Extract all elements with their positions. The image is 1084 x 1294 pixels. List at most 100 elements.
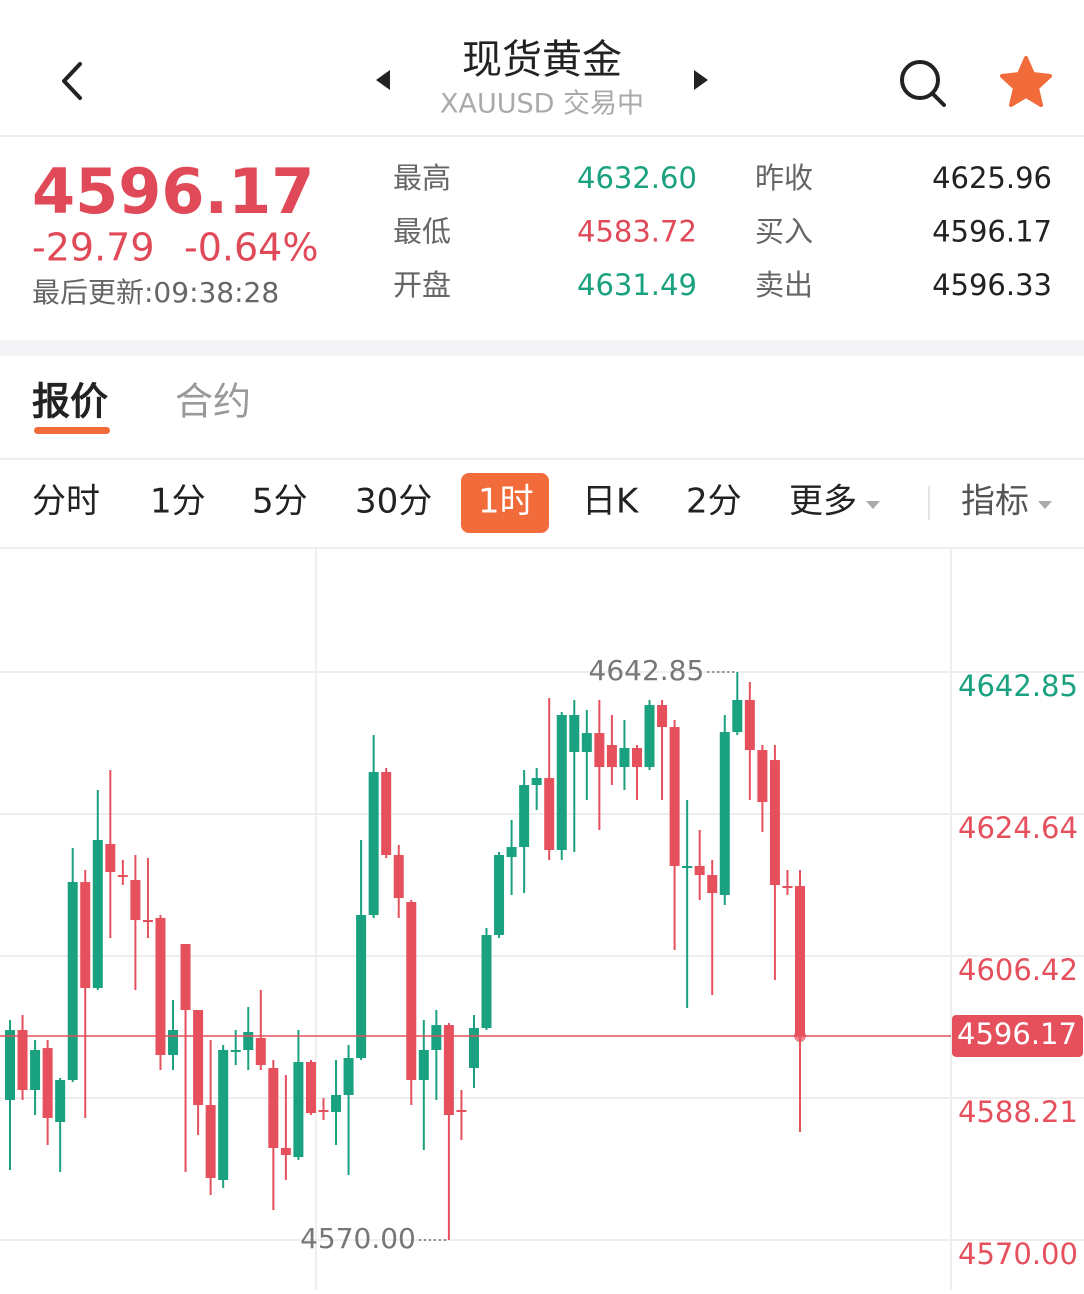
candle-body — [155, 917, 166, 1055]
period[interactable]: 1分 — [150, 482, 206, 522]
stat-value: 4596.33 — [932, 268, 1052, 302]
stat-label: 最低 — [393, 215, 451, 249]
candle-body — [744, 699, 755, 751]
candle-body — [243, 1031, 254, 1050]
candle-body — [732, 699, 743, 733]
period-active-bg — [461, 473, 549, 533]
period-active[interactable]: 1时 — [478, 482, 534, 522]
candle-body — [694, 865, 705, 876]
y-tick-label: 4588.21 — [958, 1095, 1078, 1129]
period[interactable]: 日K — [582, 482, 640, 522]
candle-body — [142, 920, 153, 923]
candle-body — [769, 760, 780, 886]
candle-body — [55, 1080, 66, 1123]
candle-body — [443, 1025, 454, 1116]
candle-body — [5, 1030, 15, 1100]
candle-body — [180, 944, 191, 1010]
stat-label: 昨收 — [755, 161, 813, 195]
candle-body — [707, 875, 718, 894]
period[interactable]: 5分 — [252, 482, 308, 522]
title: 现货黄金 — [462, 37, 622, 83]
y-tick-label: 4570.00 — [958, 1237, 1078, 1271]
candle-body — [644, 705, 655, 768]
candle-body — [130, 880, 141, 921]
stat-label: 卖出 — [755, 268, 813, 302]
candle-body — [581, 733, 592, 752]
next-button[interactable] — [694, 70, 708, 90]
candle-body — [168, 1030, 179, 1055]
favorite-button[interactable] — [1000, 56, 1052, 107]
dropdown-arrow — [1038, 501, 1052, 509]
chart: 4642.85 4624.64 4606.42 4588.21 4570.00 4642.… — [0, 654, 1084, 1271]
stat-label: 买入 — [755, 215, 813, 249]
annotation-label: 4642.85 — [589, 654, 705, 687]
candle-body — [92, 840, 103, 989]
candle-body — [669, 727, 680, 866]
period[interactable]: 更多 — [789, 482, 857, 522]
y-tick-label: 4642.85 — [958, 669, 1078, 703]
candle-body — [431, 1025, 442, 1050]
tab-indicator — [34, 427, 110, 434]
stats: 最高 4632.60 昨收 4625.96 最低 4583.72 买入 4596.17 开盘 46… — [393, 161, 1052, 302]
candle-body — [619, 748, 630, 768]
candle-body — [481, 934, 492, 1029]
candle-body — [105, 843, 116, 872]
candle-body — [506, 847, 517, 858]
stat-label: 开盘 — [393, 268, 451, 302]
candle-body — [17, 1030, 28, 1090]
candle-body — [544, 778, 555, 850]
current-price-dot — [794, 1029, 806, 1042]
candle-body — [719, 732, 730, 895]
candle-body — [606, 745, 617, 768]
stat-label: 最高 — [393, 161, 451, 195]
candle-body — [117, 875, 128, 878]
candle-body — [631, 748, 642, 768]
candle-body — [230, 1049, 241, 1053]
candle-body — [782, 886, 793, 889]
candle-body — [42, 1048, 53, 1118]
search-button[interactable] — [900, 60, 946, 107]
candle-body — [381, 772, 392, 855]
candle-body — [594, 733, 605, 768]
tab-active[interactable]: 报价 — [32, 380, 108, 424]
current-price-label: 4596.17 — [957, 1017, 1077, 1051]
search-icon — [900, 60, 940, 100]
indicator-button[interactable]: 指标 — [961, 482, 1029, 522]
candle-body — [318, 1110, 329, 1113]
separator — [0, 340, 1084, 356]
candle-body — [393, 854, 404, 899]
updated-time: 最后更新:09:38:28 — [32, 276, 279, 309]
period[interactable]: 2分 — [686, 482, 742, 522]
dropdown-arrow — [866, 501, 880, 509]
candle-body — [343, 1058, 354, 1095]
price: 4596.17 — [32, 155, 314, 228]
candle-body — [218, 1049, 229, 1180]
tab[interactable]: 合约 — [175, 380, 251, 424]
candle-body — [280, 1148, 291, 1156]
candle-body — [456, 1110, 467, 1113]
y-tick-label: 4624.64 — [958, 811, 1078, 845]
stat-value: 4631.49 — [577, 268, 697, 302]
change: -29.79 — [32, 226, 155, 270]
candle-body — [331, 1094, 342, 1112]
y-tick-label: 4606.42 — [958, 953, 1078, 987]
candle-body — [494, 854, 505, 935]
candle-body — [569, 715, 580, 752]
candle-body — [682, 865, 693, 869]
period[interactable]: 分时 — [32, 482, 100, 522]
candle-body — [356, 915, 367, 1059]
stat-value: 4625.96 — [932, 161, 1052, 195]
period[interactable]: 30分 — [355, 482, 432, 522]
back-button[interactable] — [62, 62, 82, 100]
prev-button[interactable] — [376, 70, 390, 90]
candle-body — [255, 1037, 266, 1066]
annotation-label: 4570.00 — [300, 1222, 416, 1255]
search-icon — [931, 92, 946, 107]
stat-value: 4596.17 — [932, 215, 1052, 249]
candle-body — [67, 882, 78, 1081]
candle-body — [531, 778, 542, 786]
candle-body — [757, 750, 768, 803]
candle-body — [193, 1009, 204, 1106]
candle-body — [406, 902, 417, 1081]
